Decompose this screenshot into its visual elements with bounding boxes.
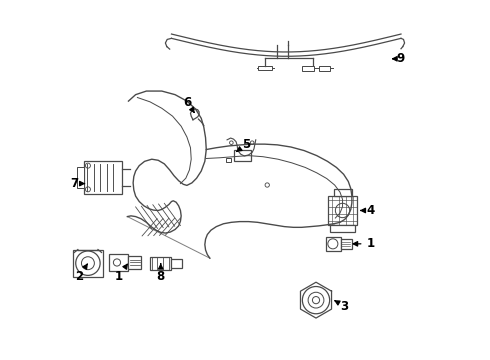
Bar xyxy=(226,158,231,162)
Text: 4: 4 xyxy=(361,204,375,217)
Circle shape xyxy=(265,183,270,187)
Bar xyxy=(128,256,141,269)
Circle shape xyxy=(230,141,233,144)
Bar xyxy=(150,257,172,270)
Bar xyxy=(302,66,314,71)
Bar xyxy=(334,189,351,196)
Text: 2: 2 xyxy=(75,264,87,283)
Text: 8: 8 xyxy=(157,264,165,283)
Bar xyxy=(341,239,351,249)
Bar xyxy=(77,167,84,188)
Bar xyxy=(73,249,103,277)
Bar xyxy=(172,259,182,267)
Text: 5: 5 xyxy=(237,138,250,152)
Circle shape xyxy=(81,257,95,270)
Bar xyxy=(318,66,330,71)
Circle shape xyxy=(328,239,338,249)
Text: 1: 1 xyxy=(353,237,374,250)
Text: 7: 7 xyxy=(71,177,84,190)
Circle shape xyxy=(113,259,121,266)
Circle shape xyxy=(313,297,319,304)
Text: 9: 9 xyxy=(392,52,405,65)
Circle shape xyxy=(76,251,100,275)
Text: 6: 6 xyxy=(183,96,194,112)
Bar xyxy=(326,237,341,251)
Bar xyxy=(258,66,272,69)
Circle shape xyxy=(302,287,330,314)
Circle shape xyxy=(85,187,91,192)
Circle shape xyxy=(250,141,254,144)
Circle shape xyxy=(308,292,324,308)
Bar xyxy=(330,225,355,232)
Bar xyxy=(234,150,251,161)
Bar xyxy=(84,161,122,194)
Text: 1: 1 xyxy=(115,264,127,283)
Bar xyxy=(109,254,128,271)
Circle shape xyxy=(85,163,91,168)
Text: 3: 3 xyxy=(335,300,349,313)
Bar xyxy=(328,196,357,225)
Circle shape xyxy=(335,203,350,218)
